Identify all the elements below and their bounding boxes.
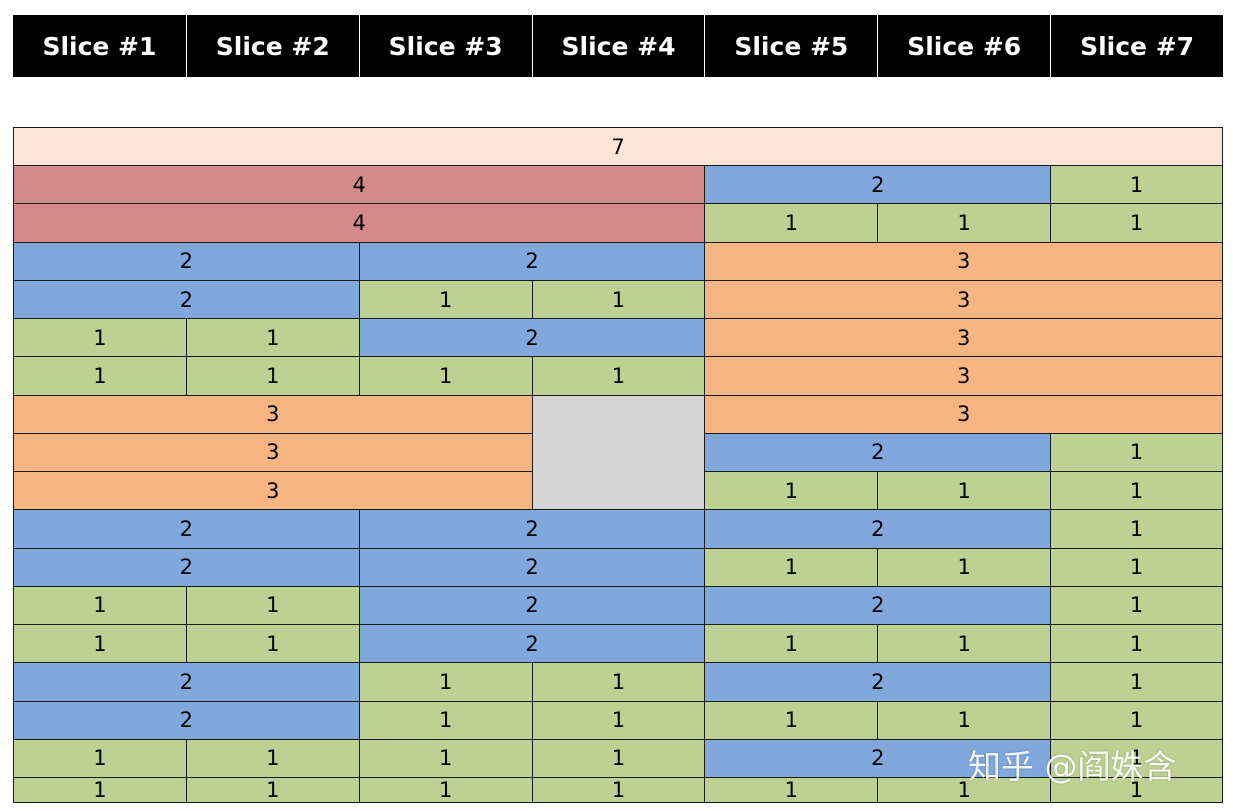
column-header: Slice #3 [358, 15, 532, 77]
allocation-block-size-3: 3 [704, 318, 1223, 357]
allocation-block-size-2: 2 [358, 241, 705, 280]
allocation-block-size-2: 2 [704, 509, 1051, 548]
allocation-block-size-1: 1 [704, 624, 878, 663]
allocation-block-size-1: 1 [1050, 203, 1223, 242]
allocation-block-size-1: 1 [1050, 700, 1223, 739]
allocation-block-size-1: 1 [358, 777, 532, 803]
allocation-block-size-2: 2 [704, 432, 1051, 472]
column-header: Slice #1 [13, 15, 186, 77]
allocation-block-size-2: 2 [358, 624, 705, 663]
allocation-block-size-2: 2 [13, 241, 359, 280]
allocation-block-size-1: 1 [704, 203, 878, 242]
allocation-block-size-1: 1 [358, 356, 532, 395]
allocation-block-size-1: 1 [531, 356, 705, 395]
allocation-block-size-2: 2 [358, 547, 705, 586]
allocation-block-size-1: 1 [531, 662, 705, 701]
allocation-block-size-1: 1 [185, 777, 359, 803]
allocation-block-size-4: 4 [13, 165, 705, 204]
allocation-block-size-1: 1 [185, 738, 359, 777]
allocation-block-size-1: 1 [185, 585, 359, 625]
column-header: Slice #4 [531, 15, 705, 77]
allocation-block-size-1: 1 [13, 585, 186, 625]
allocation-block-size-1: 1 [1050, 471, 1223, 510]
allocation-block-size-1: 1 [1050, 662, 1223, 701]
allocation-block-size-1: 1 [1050, 509, 1223, 548]
allocation-block-size-3: 3 [704, 241, 1223, 280]
allocation-block-size-1: 1 [704, 547, 878, 586]
allocation-block-size-3: 3 [13, 471, 532, 510]
allocation-block-size-1: 1 [1050, 777, 1223, 803]
allocation-block-size-2: 2 [704, 585, 1051, 625]
allocation-block-size-2: 2 [358, 509, 705, 548]
allocation-block-size-2: 2 [13, 662, 359, 701]
allocation-block-size-1: 1 [13, 777, 186, 803]
allocation-block-size-1: 1 [1050, 432, 1223, 472]
allocation-block-size-1: 1 [358, 700, 532, 739]
allocation-block-size-1: 1 [877, 547, 1051, 586]
allocation-block-size-1: 1 [704, 700, 878, 739]
allocation-block-size-2: 2 [13, 700, 359, 739]
allocation-block-size-3: 3 [13, 432, 532, 472]
allocation-block-size-1: 1 [1050, 738, 1223, 777]
allocation-block-size-1: 1 [13, 318, 186, 357]
allocation-block-size-1: 1 [1050, 165, 1223, 204]
allocation-block-size-2: 2 [704, 738, 1051, 777]
allocation-block-size-7: 7 [13, 127, 1223, 166]
allocation-block-size-3: 3 [13, 394, 532, 433]
allocation-block-size-1: 1 [185, 624, 359, 663]
column-header: Slice #5 [704, 15, 878, 77]
slice-allocation-grid: Slice #1 Slice #2 Slice #3 Slice #4 Slice #5… [13, 15, 1223, 803]
allocation-block-size-1: 1 [877, 700, 1051, 739]
allocation-block-size-2: 2 [704, 165, 1051, 204]
column-header: Slice #7 [1050, 15, 1223, 77]
allocation-block-size-2: 2 [358, 585, 705, 625]
allocation-block-size-1: 1 [1050, 585, 1223, 625]
allocation-block-size-1: 1 [704, 471, 878, 510]
allocation-block-size-2: 2 [13, 547, 359, 586]
allocation-block-size-1: 1 [13, 738, 186, 777]
allocation-block-size-4: 4 [13, 203, 705, 242]
allocation-block-size-1: 1 [877, 471, 1051, 510]
allocation-block-size-1: 1 [877, 777, 1051, 803]
column-header: Slice #6 [877, 15, 1051, 77]
allocation-block-size-1: 1 [877, 624, 1051, 663]
allocation-block-size-1: 1 [185, 356, 359, 395]
allocation-block-size-2: 2 [358, 318, 705, 357]
allocation-block-size-1: 1 [877, 203, 1051, 242]
allocation-block-size-2: 2 [13, 279, 359, 319]
allocation-block-size-1: 1 [704, 777, 878, 803]
allocation-block-size-1: 1 [13, 356, 186, 395]
allocation-block-size-3: 3 [704, 356, 1223, 395]
allocation-block-size-1: 1 [13, 624, 186, 663]
empty-slot [531, 394, 705, 510]
allocation-block-size-1: 1 [531, 700, 705, 739]
allocation-block-size-1: 1 [531, 738, 705, 777]
column-header: Slice #2 [185, 15, 359, 77]
allocation-block-size-1: 1 [358, 738, 532, 777]
allocation-block-size-3: 3 [704, 394, 1223, 433]
allocation-block-size-1: 1 [1050, 624, 1223, 663]
allocation-block-size-3: 3 [704, 279, 1223, 319]
allocation-block-size-1: 1 [358, 662, 532, 701]
allocation-block-size-2: 2 [704, 662, 1051, 701]
allocation-block-size-1: 1 [1050, 547, 1223, 586]
allocation-block-size-1: 1 [531, 777, 705, 803]
allocation-block-size-1: 1 [358, 279, 532, 319]
allocation-block-size-1: 1 [185, 318, 359, 357]
allocation-block-size-2: 2 [13, 509, 359, 548]
allocation-block-size-1: 1 [531, 279, 705, 319]
